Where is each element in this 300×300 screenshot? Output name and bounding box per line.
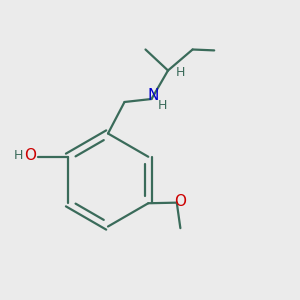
Text: N: N [147,88,159,103]
Text: H: H [158,99,168,112]
Text: H: H [176,66,185,80]
Text: O: O [24,148,36,163]
Text: O: O [174,194,186,209]
Text: H: H [14,149,23,162]
